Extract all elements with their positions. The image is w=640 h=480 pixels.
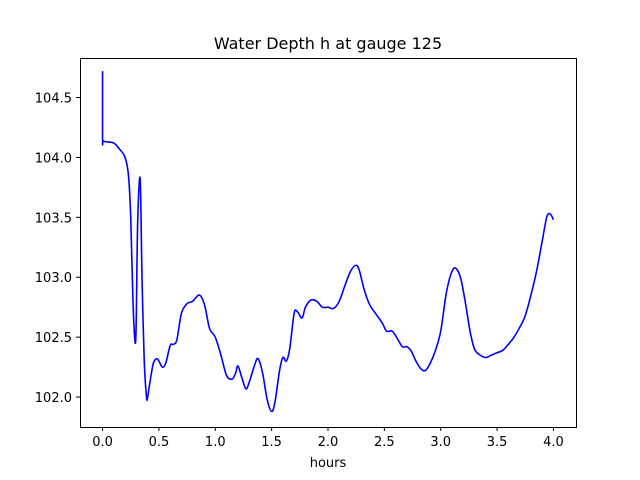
axes-frame xyxy=(80,58,577,428)
x-tick-label: 0.5 xyxy=(149,435,170,450)
x-tick-label: 4.0 xyxy=(543,435,564,450)
y-tick-label: 104.5 xyxy=(35,92,72,107)
series-line xyxy=(101,71,555,413)
y-tick-label: 102.0 xyxy=(35,391,72,406)
x-tick-label: 3.0 xyxy=(430,435,451,450)
x-tick-label: 1.0 xyxy=(205,435,226,450)
x-axis-label: hours xyxy=(310,456,347,471)
x-axis: 0.0 0.5 1.0 1.5 2.0 2.5 3.0 3.5 4.0 xyxy=(92,427,564,450)
y-tick-label: 103.0 xyxy=(35,271,72,286)
y-tick-label: 104.0 xyxy=(35,151,72,166)
plot-area xyxy=(101,71,555,413)
x-tick-label: 2.0 xyxy=(318,435,339,450)
y-axis: 102.0 102.5 103.0 103.5 104.0 104.5 xyxy=(35,92,80,406)
x-tick-label: 0.0 xyxy=(92,435,113,450)
x-tick-label: 3.5 xyxy=(487,435,508,450)
y-tick-label: 102.5 xyxy=(35,331,72,346)
chart-title: Water Depth h at gauge 125 xyxy=(214,34,442,53)
x-tick-label: 1.5 xyxy=(261,435,282,450)
y-tick-label: 103.5 xyxy=(35,211,72,226)
x-tick-label: 2.5 xyxy=(374,435,395,450)
